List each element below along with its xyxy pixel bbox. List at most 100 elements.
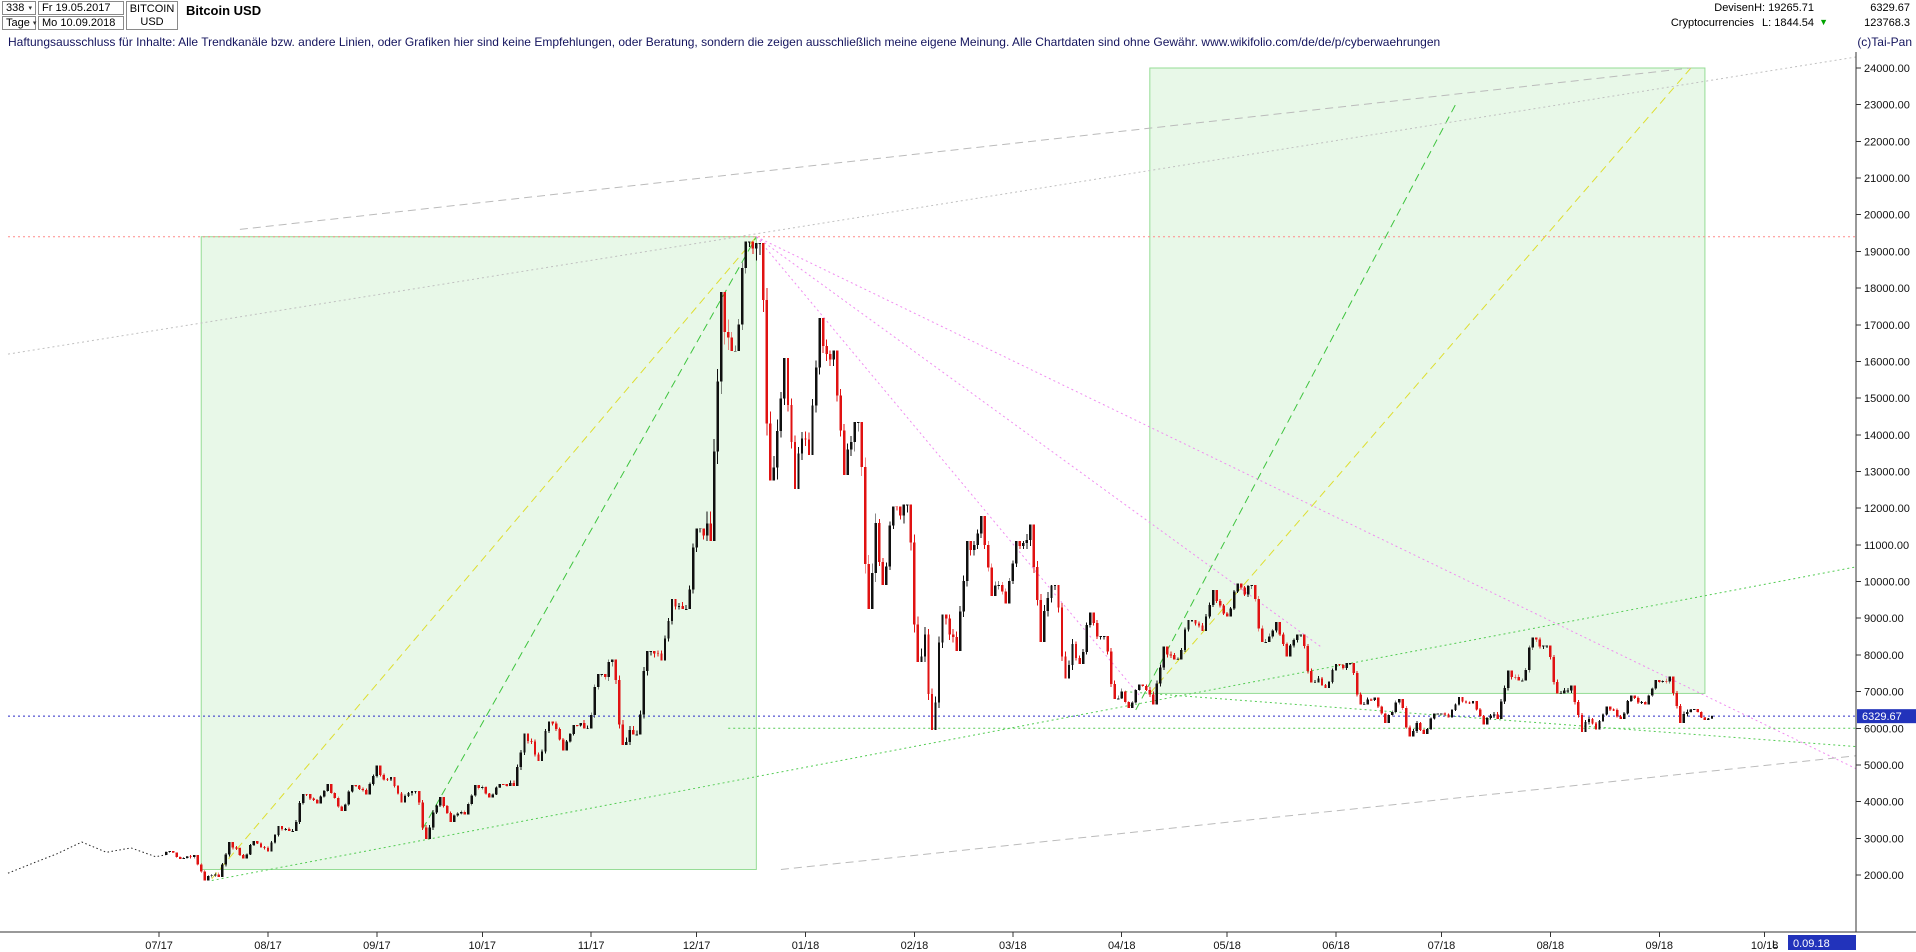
candle-body (779, 398, 783, 432)
candle-body (828, 354, 832, 360)
candle-body (962, 580, 965, 612)
price-tick-label: 5000.00 (1864, 760, 1904, 772)
candle-body (1517, 676, 1520, 681)
trend-indicator-icon: ▼ (1819, 17, 1828, 27)
bars-count-dropdown[interactable]: 338 ▾ (2, 1, 36, 15)
candle-body (916, 624, 920, 663)
time-tick-label: 05/18 (1213, 940, 1241, 952)
candle-body (470, 795, 473, 804)
candle-body (1134, 689, 1137, 703)
candle-body (1215, 589, 1218, 601)
candle-body (772, 467, 776, 481)
candle-body (259, 843, 263, 848)
candle-body (242, 854, 245, 859)
last-date-tag-label: 0.09.18 (1793, 938, 1830, 950)
candle-body (189, 856, 192, 858)
candle-body (881, 561, 885, 586)
candle-body (597, 673, 600, 688)
candle-body (649, 651, 653, 653)
candle-body (1060, 607, 1064, 657)
candle-body (1299, 634, 1303, 636)
candle-body (449, 812, 452, 822)
candle-body (1675, 693, 1679, 707)
candle-body (1194, 620, 1197, 624)
candle-body (1355, 672, 1359, 695)
candle-body (228, 841, 231, 855)
candle-body (944, 614, 948, 619)
candle-body (1644, 702, 1647, 705)
candle-body (948, 618, 951, 635)
candle-body (1499, 701, 1503, 720)
candle-body (1489, 715, 1492, 719)
price-tick-label: 3000.00 (1864, 833, 1904, 845)
candle-body (1636, 697, 1640, 703)
candle-body (825, 346, 828, 355)
candle-body (1524, 670, 1527, 681)
early-price-line (7, 841, 167, 874)
candle-body (1197, 623, 1201, 626)
candle-body (1039, 599, 1043, 643)
candle-body (751, 241, 755, 249)
candle-body (417, 790, 421, 803)
candle-body (484, 786, 488, 794)
candle-body (421, 802, 424, 828)
candle-body (807, 439, 811, 455)
price-tick-label: 4000.00 (1864, 797, 1904, 809)
candle-body (1647, 695, 1650, 705)
candle-body (1011, 563, 1015, 582)
category-devisen: Devisen (1714, 2, 1754, 14)
time-tick-label: 08/18 (1537, 940, 1565, 952)
trend-line-rally1-green (422, 236, 757, 830)
candle-body (340, 806, 343, 811)
candle-body (674, 599, 677, 607)
date-to-field[interactable]: Mo 10.09.2018 (38, 16, 124, 30)
candle-body (987, 544, 990, 568)
candle-body (1180, 649, 1183, 660)
candle-body (748, 241, 751, 243)
candle-body (741, 267, 744, 325)
price-tick-label: 10000.00 (1864, 577, 1910, 589)
time-tick-label: 12/17 (683, 940, 711, 952)
candle-body (1703, 717, 1707, 721)
volume-value: 123768.3 (1864, 17, 1910, 29)
candle-body (375, 765, 379, 776)
candle-body (1201, 625, 1204, 632)
symbol-field[interactable]: BITCOIN USD (126, 1, 178, 30)
candle-body (600, 673, 603, 675)
candle-body (344, 804, 347, 811)
chart-canvas[interactable]: 2000.00 3000.00 4000.00 5000.00 6000.00 7000.… (0, 52, 1916, 952)
candle-body (178, 856, 182, 859)
candle-body (1415, 722, 1419, 732)
candle-body (1468, 702, 1471, 704)
price-tick-label: 22000.00 (1864, 136, 1910, 148)
candle-body (266, 847, 270, 852)
date-from-field[interactable]: Fr 19.05.2017 (38, 1, 124, 15)
candle-body (1025, 539, 1029, 544)
date-to-value: Mo 10.09.2018 (42, 17, 116, 29)
period-dropdown[interactable]: Tage ▾ (2, 16, 36, 30)
candle-body (1605, 706, 1608, 715)
candle-body (1552, 657, 1556, 682)
candle-body (1282, 634, 1285, 645)
candle-body (1521, 680, 1524, 682)
candle-body (502, 784, 505, 785)
candle-body (1124, 691, 1127, 703)
candle-body (769, 423, 772, 481)
candle-body (523, 733, 526, 753)
candle-body (1232, 591, 1236, 609)
candle-body (618, 679, 621, 725)
candle-body (762, 242, 765, 301)
candle-body (734, 350, 737, 352)
candle-body (1155, 683, 1159, 705)
last-price-tag-label: 6329.67 (1862, 711, 1902, 723)
candle-body (1693, 709, 1696, 710)
candle-body (913, 542, 916, 625)
candle-body (684, 609, 688, 610)
candle-body (365, 790, 368, 795)
candle-body (814, 367, 818, 406)
period-high-value: H: 19265.71 (1754, 2, 1814, 14)
candle-body (1176, 659, 1180, 661)
price-tick-label: 21000.00 (1864, 173, 1910, 185)
page-title: Bitcoin USD (186, 3, 262, 18)
candle-body (1303, 634, 1306, 647)
